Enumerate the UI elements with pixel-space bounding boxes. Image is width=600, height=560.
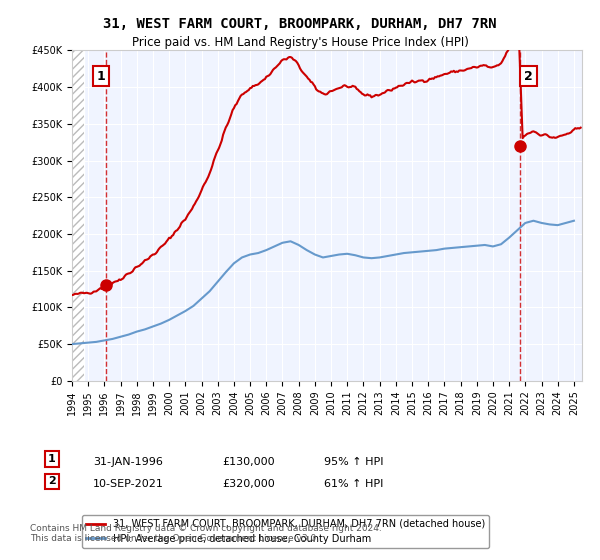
- Text: £130,000: £130,000: [222, 457, 275, 467]
- Text: 1: 1: [48, 454, 56, 464]
- Text: 61% ↑ HPI: 61% ↑ HPI: [324, 479, 383, 489]
- Text: Price paid vs. HM Land Registry's House Price Index (HPI): Price paid vs. HM Land Registry's House …: [131, 36, 469, 49]
- Text: £320,000: £320,000: [222, 479, 275, 489]
- Text: 31-JAN-1996: 31-JAN-1996: [93, 457, 163, 467]
- Text: 10-SEP-2021: 10-SEP-2021: [93, 479, 164, 489]
- Text: 31, WEST FARM COURT, BROOMPARK, DURHAM, DH7 7RN: 31, WEST FARM COURT, BROOMPARK, DURHAM, …: [103, 17, 497, 31]
- Text: 95% ↑ HPI: 95% ↑ HPI: [324, 457, 383, 467]
- Bar: [72, 50, 84, 381]
- Text: 2: 2: [524, 69, 533, 82]
- Bar: [72, 50, 84, 381]
- Text: 2: 2: [48, 477, 56, 487]
- Text: 1: 1: [97, 69, 105, 82]
- Text: Contains HM Land Registry data © Crown copyright and database right 2024.
This d: Contains HM Land Registry data © Crown c…: [30, 524, 382, 543]
- Legend: 31, WEST FARM COURT, BROOMPARK, DURHAM, DH7 7RN (detached house), HPI: Average p: 31, WEST FARM COURT, BROOMPARK, DURHAM, …: [82, 515, 489, 548]
